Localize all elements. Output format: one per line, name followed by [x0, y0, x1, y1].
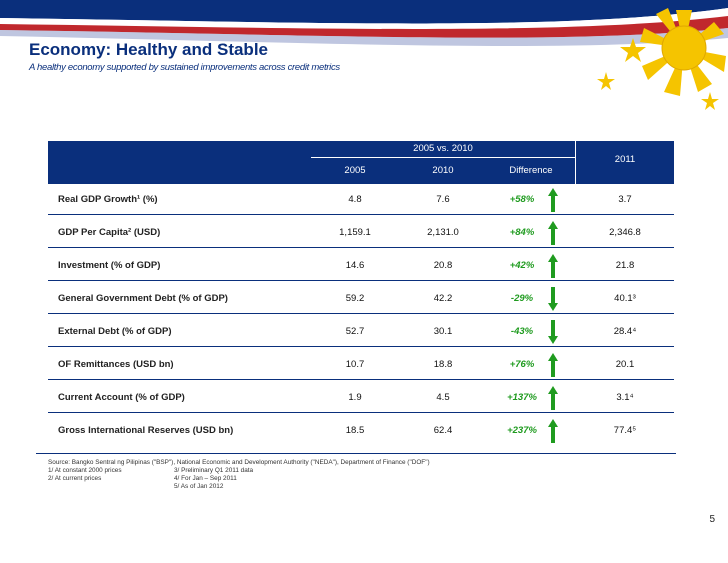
- row-label: Current Account (% of GDP): [58, 392, 185, 403]
- star-icon: [597, 38, 719, 110]
- value-2005: 4.8: [348, 194, 362, 205]
- footnote-5: 5/ As of Jan 2012: [174, 483, 224, 490]
- table-header: [48, 141, 674, 184]
- value-difference: -43%: [510, 326, 534, 337]
- row-label: Real GDP Growth¹ (%): [58, 194, 158, 205]
- sun-icon: [640, 8, 726, 96]
- footnote-divider: [36, 453, 676, 454]
- row-label: OF Remittances (USD bn): [58, 359, 174, 370]
- arrow-up-icon: [548, 188, 558, 212]
- value-2010: 20.8: [433, 260, 453, 271]
- footnote-2: 2/ At current prices: [48, 475, 102, 482]
- value-2011: 2,346.8: [609, 227, 641, 238]
- arrow-up-icon: [548, 353, 558, 377]
- footnote-3: 3/ Preliminary Q1 2011 data: [174, 467, 254, 474]
- page-subtitle: A healthy economy supported by sustained…: [29, 62, 340, 73]
- table-header-divider: [311, 157, 575, 158]
- value-2005: 1.9: [348, 392, 362, 403]
- table-row: Investment (% of GDP) 14.6 20.8 +42% 21.…: [48, 252, 674, 281]
- value-2005: 18.5: [345, 425, 365, 436]
- table-row: Current Account (% of GDP) 1.9 4.5 +137%…: [48, 384, 674, 413]
- arrow-up-icon: [548, 419, 558, 443]
- value-2010: 62.4: [433, 425, 453, 436]
- row-label: General Government Debt (% of GDP): [58, 293, 228, 304]
- value-2010: 7.6: [436, 194, 450, 205]
- value-2011: 3.7: [618, 194, 632, 205]
- value-2005: 52.7: [345, 326, 365, 337]
- header-2010: 2010: [432, 165, 454, 176]
- table-row: External Debt (% of GDP) 52.7 30.1 -43% …: [48, 318, 674, 347]
- table-row: GDP Per Capita² (USD) 1,159.1 2,131.0 +8…: [48, 219, 674, 248]
- arrow-up-icon: [548, 386, 558, 410]
- value-2011: 28.4⁴: [613, 326, 637, 337]
- value-difference: +76%: [509, 359, 535, 370]
- value-difference: +42%: [509, 260, 535, 271]
- value-2010: 2,131.0: [427, 227, 459, 238]
- value-2011: 21.8: [615, 260, 635, 271]
- footnote-1: 1/ At constant 2000 prices: [48, 467, 122, 474]
- value-difference: +58%: [509, 194, 535, 205]
- table-row: Gross International Reserves (USD bn) 18…: [48, 417, 674, 445]
- footnote-4: 4/ For Jan – Sep 2011: [174, 475, 237, 482]
- row-label: Gross International Reserves (USD bn): [58, 425, 234, 436]
- value-2010: 30.1: [433, 326, 453, 337]
- row-label: Investment (% of GDP): [58, 260, 161, 271]
- page-number: 5: [709, 514, 715, 525]
- header-decoration: [0, 0, 728, 110]
- value-2005: 10.7: [345, 359, 365, 370]
- row-label: External Debt (% of GDP): [58, 326, 172, 337]
- value-difference: -29%: [510, 293, 534, 304]
- footnote-source: Source: Bangko Sentral ng Pilipinas ("BS…: [48, 459, 430, 466]
- table-row: OF Remittances (USD bn) 10.7 18.8 +76% 2…: [48, 351, 674, 380]
- value-difference: +84%: [509, 227, 535, 238]
- arrow-down-icon: [548, 287, 558, 311]
- header-difference: Difference: [509, 165, 553, 176]
- value-2011: 40.1³: [614, 293, 636, 304]
- header-2005: 2005: [344, 165, 366, 176]
- table-row: Real GDP Growth¹ (%) 4.8 7.6 +58% 3.7: [48, 186, 674, 215]
- table-header-divider-2011: [575, 141, 576, 184]
- arrow-down-icon: [548, 320, 558, 344]
- table-row: General Government Debt (% of GDP) 59.2 …: [48, 285, 674, 314]
- header-2005-vs-2010: 2005 vs. 2010: [413, 143, 473, 154]
- arrow-up-icon: [548, 254, 558, 278]
- value-2011: 77.4⁵: [613, 425, 637, 436]
- arrow-up-icon: [548, 221, 558, 245]
- value-2010: 42.2: [433, 293, 453, 304]
- value-2005: 59.2: [345, 293, 365, 304]
- value-2005: 1,159.1: [339, 227, 371, 238]
- value-difference: +137%: [507, 392, 537, 403]
- row-label: GDP Per Capita² (USD): [58, 227, 161, 238]
- header-2011: 2011: [614, 154, 636, 165]
- value-difference: +237%: [507, 425, 537, 436]
- value-2005: 14.6: [345, 260, 365, 271]
- page-title: Economy: Healthy and Stable: [29, 40, 268, 59]
- value-2011: 3.1⁴: [616, 392, 634, 403]
- value-2010: 18.8: [433, 359, 453, 370]
- value-2011: 20.1: [615, 359, 635, 370]
- value-2010: 4.5: [436, 392, 450, 403]
